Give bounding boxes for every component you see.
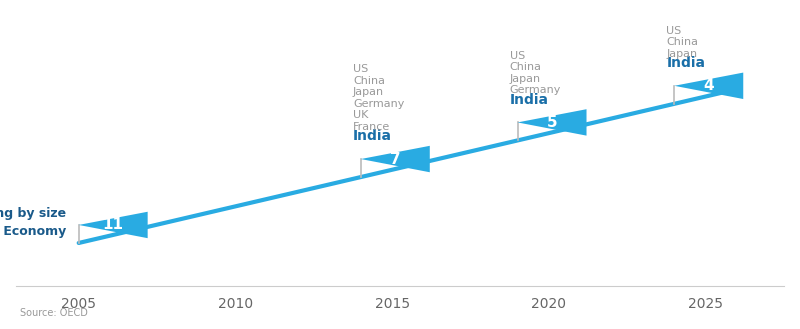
- Text: 11: 11: [102, 217, 124, 233]
- Text: US: US: [353, 64, 368, 74]
- Text: China: China: [353, 76, 385, 86]
- Text: Ranking by size
of Economy: Ranking by size of Economy: [0, 207, 66, 238]
- Text: US: US: [510, 51, 525, 61]
- Text: India: India: [353, 129, 392, 143]
- Text: Source: OECD: Source: OECD: [20, 308, 88, 318]
- Polygon shape: [674, 73, 743, 99]
- Text: UK: UK: [353, 110, 368, 120]
- Polygon shape: [78, 212, 148, 238]
- Polygon shape: [361, 146, 430, 172]
- Text: 7: 7: [390, 152, 401, 166]
- Text: China: China: [510, 62, 542, 72]
- Text: US: US: [666, 26, 682, 36]
- Polygon shape: [518, 109, 586, 136]
- Text: Germany: Germany: [510, 85, 561, 95]
- Text: China: China: [666, 37, 698, 47]
- Text: 4: 4: [703, 78, 714, 93]
- Text: Japan: Japan: [666, 49, 698, 59]
- Text: India: India: [510, 93, 549, 107]
- Text: India: India: [666, 56, 706, 70]
- Text: Germany: Germany: [353, 99, 404, 109]
- Text: Japan: Japan: [353, 87, 384, 97]
- Text: Japan: Japan: [510, 74, 541, 84]
- Text: 5: 5: [546, 115, 558, 130]
- Text: France: France: [353, 122, 390, 132]
